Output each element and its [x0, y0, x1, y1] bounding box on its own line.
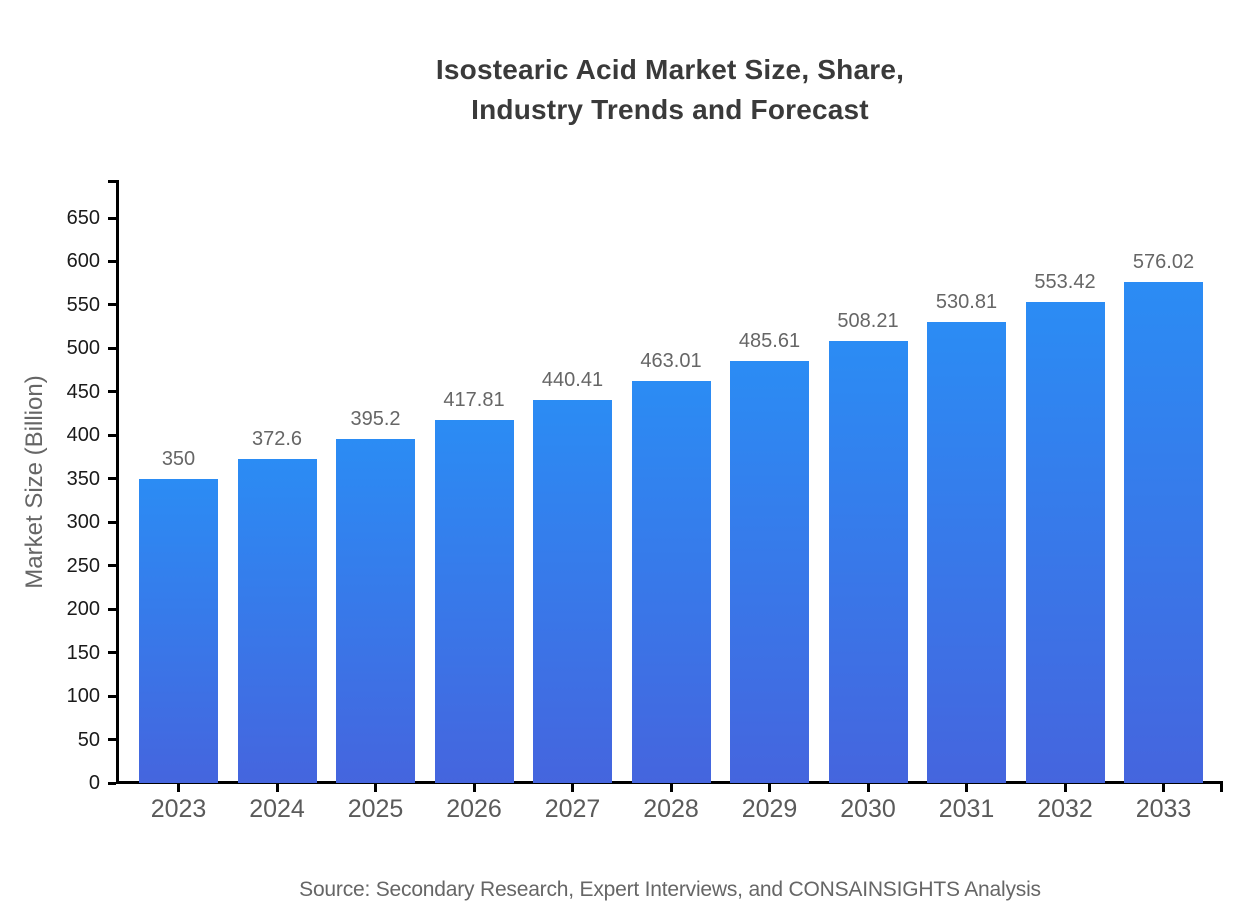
- y-tick-label: 150: [66, 641, 100, 664]
- bar-value-label: 553.42: [1034, 270, 1096, 293]
- y-tick-label: 600: [66, 250, 100, 273]
- bar: [927, 321, 1006, 783]
- y-tick-label: 450: [66, 380, 100, 403]
- x-tick: [177, 784, 180, 792]
- y-tick: [108, 259, 116, 263]
- x-tick: [374, 784, 377, 792]
- x-tick-label: 2026: [446, 795, 502, 823]
- y-tick-label: 0: [88, 772, 100, 794]
- bar: [434, 419, 514, 783]
- x-tick-label: 2027: [544, 795, 601, 823]
- x-tick: [571, 784, 574, 792]
- y-tick: [108, 564, 116, 568]
- x-tick: [275, 784, 279, 792]
- y-tick: [108, 694, 116, 698]
- bar: [237, 459, 317, 783]
- x-tick-label: 2024: [249, 795, 305, 823]
- y-tick: [108, 738, 116, 742]
- bar-value-label: 576.02: [1132, 251, 1195, 274]
- bar-value-label: 485.61: [738, 329, 801, 352]
- bar: [336, 439, 415, 783]
- x-tick: [965, 784, 968, 792]
- y-tick: [108, 520, 116, 524]
- y-tick: [108, 651, 116, 655]
- y-tick-label: 500: [66, 337, 100, 360]
- bar-value-label: 350: [161, 447, 196, 470]
- y-tick: [108, 781, 116, 785]
- bar: [533, 400, 612, 783]
- bar: [730, 360, 809, 783]
- bar: [1025, 301, 1105, 783]
- bar-value-label: 530.81: [935, 290, 998, 313]
- source-note: Source: Secondary Research, Expert Inter…: [299, 878, 1041, 901]
- y-tick-label: 200: [66, 598, 100, 621]
- y-axis-line: [116, 180, 119, 784]
- y-tick-label: 550: [66, 293, 100, 316]
- bar-value-label: 508.21: [837, 310, 899, 333]
- bar-value-label: 395.2: [350, 408, 401, 431]
- y-tick-label: 300: [66, 511, 100, 534]
- chart-title: Isostearic Acid Market Size, Share, Indu…: [435, 54, 905, 125]
- bar: [631, 380, 711, 783]
- y-tick-label: 250: [66, 554, 100, 577]
- bar: [828, 341, 908, 783]
- x-tick: [1063, 784, 1067, 792]
- bar-value-label: 463.01: [640, 349, 702, 372]
- x-tick: [1162, 784, 1165, 792]
- x-tick: [866, 784, 870, 792]
- y-tick-label: 350: [66, 467, 100, 490]
- x-tick-label: 2031: [938, 795, 995, 823]
- x-tick-label: 2032: [1037, 795, 1093, 823]
- bar-value-label: 372.6: [251, 428, 303, 451]
- x-tick: [669, 784, 673, 792]
- y-tick: [108, 346, 116, 350]
- y-tick-label: 100: [66, 685, 100, 708]
- x-tick-label: 2030: [840, 795, 896, 823]
- y-tick: [108, 477, 116, 481]
- x-tick-label: 2025: [347, 795, 404, 823]
- y-tick: [108, 433, 116, 437]
- bar-value-label: 417.81: [443, 388, 505, 411]
- y-tick-label: 50: [77, 728, 100, 751]
- y-tick: [108, 216, 116, 220]
- y-tick-label: 400: [66, 424, 100, 447]
- x-tick-label: 2023: [150, 795, 207, 823]
- x-tick: [768, 784, 771, 792]
- bar: [139, 478, 218, 783]
- y-tick: [108, 303, 116, 307]
- x-tick-label: 2033: [1135, 795, 1192, 823]
- x-tick: [472, 784, 476, 792]
- y-tick-label: 650: [66, 207, 100, 229]
- x-tick-label: 2029: [741, 795, 798, 823]
- bar: [1124, 282, 1203, 783]
- x-axis-end-cap: [1220, 784, 1223, 792]
- y-tick: [108, 390, 116, 394]
- y-axis-end-cap: [108, 180, 116, 183]
- bar-value-label: 440.41: [541, 369, 604, 392]
- y-tick: [108, 607, 116, 611]
- x-tick-label: 2028: [643, 795, 699, 823]
